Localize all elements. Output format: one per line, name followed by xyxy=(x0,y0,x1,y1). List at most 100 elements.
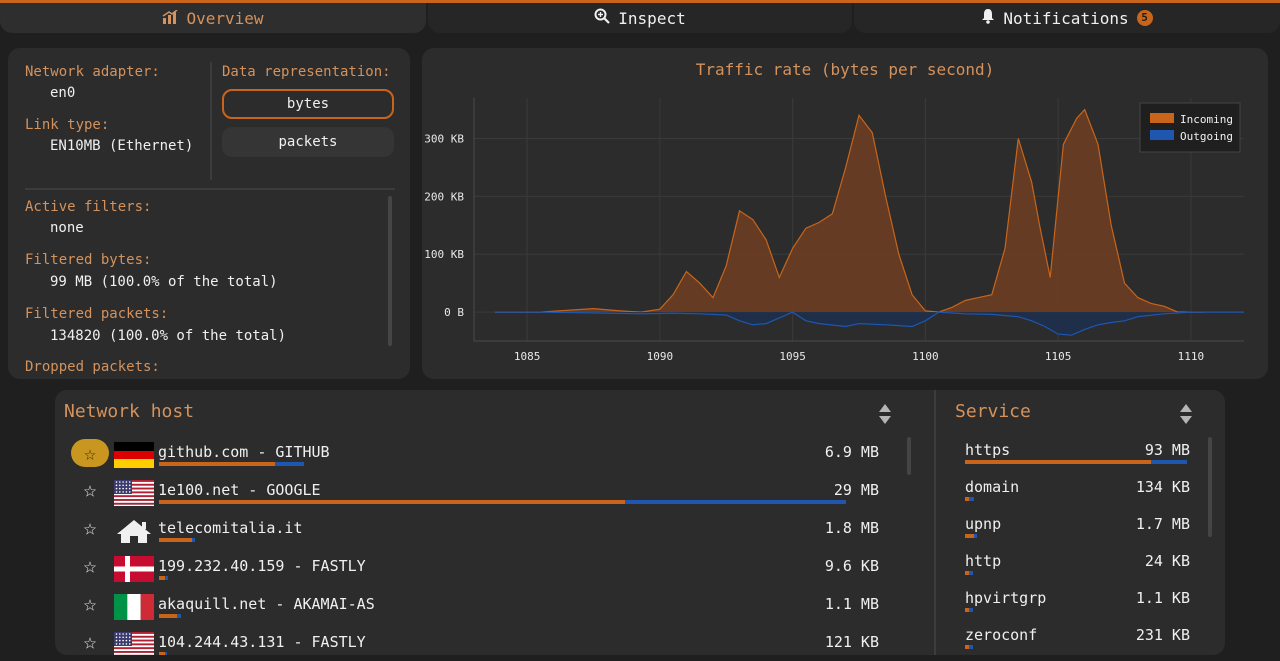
info-panel: Network adapter: en0 Link type: EN10MB (… xyxy=(8,48,410,379)
incoming-line xyxy=(495,108,1205,313)
host-name: 1e100.net - GOOGLE xyxy=(158,481,321,499)
x-tick-label: 1110 xyxy=(1178,350,1205,363)
filtered-bytes-label: Filtered bytes: xyxy=(25,252,152,268)
star-filled-icon[interactable]: ☆ xyxy=(71,439,109,467)
sort-services-icon[interactable] xyxy=(1179,403,1193,425)
service-row[interactable]: hpvirtgrp 1.1 KB xyxy=(955,587,1190,624)
host-row[interactable]: ☆ 104.244.43.131 - FASTLY 121 KB xyxy=(55,629,895,655)
host-row[interactable]: ☆ akaquill.net - AKAMAI-AS 1.1 MB xyxy=(55,591,895,629)
us-flag xyxy=(114,480,154,507)
filtered-packets-value: 134820 (100.0% of the total) xyxy=(50,328,287,344)
filtered-bytes-value: 99 MB (100.0% of the total) xyxy=(50,274,278,290)
star-icon[interactable]: ☆ xyxy=(83,592,97,617)
italy-flag xyxy=(114,594,154,620)
adapter-label: Network adapter: xyxy=(25,64,160,80)
x-tick-label: 1095 xyxy=(779,350,806,363)
info-scrollbar[interactable] xyxy=(388,196,392,346)
vertical-divider xyxy=(210,62,212,180)
service-list: https 93 MB domain 134 KB upnp 1.7 MB http 24 K… xyxy=(955,439,1190,655)
incoming-bar xyxy=(965,571,970,575)
host-list: ☆ github.com - GITHUB 6.9 MB ☆ 1e100.net - G… xyxy=(55,439,905,655)
outgoing-bar xyxy=(164,576,168,580)
outgoing-bar xyxy=(969,571,973,575)
service-row[interactable]: zeroconf 231 KB xyxy=(955,624,1190,655)
x-tick-label: 1085 xyxy=(514,350,541,363)
incoming-bar xyxy=(159,576,165,580)
tab-inspect-label: Inspect xyxy=(618,8,686,28)
incoming-bar xyxy=(965,497,970,501)
service-amount: 134 KB xyxy=(1135,478,1190,496)
legend-swatch xyxy=(1150,130,1174,140)
y-tick-label: 100 KB xyxy=(424,248,464,261)
host-name: 199.232.40.159 - FASTLY xyxy=(158,557,366,575)
packets-button[interactable]: packets xyxy=(222,127,394,157)
star-icon[interactable]: ☆ xyxy=(83,554,97,579)
host-traffic-bar xyxy=(159,500,846,504)
y-tick-label: 200 KB xyxy=(424,190,464,203)
star-icon[interactable]: ☆ xyxy=(83,630,97,655)
outgoing-bar xyxy=(191,538,196,542)
us-flag xyxy=(114,632,154,655)
service-title: Service xyxy=(955,401,1031,422)
chart-title: Traffic rate (bytes per second) xyxy=(695,60,995,79)
horizontal-divider xyxy=(25,188,395,190)
incoming-bar xyxy=(159,652,165,655)
tab-notifications-label: Notifications xyxy=(1003,8,1129,28)
host-traffic-bar xyxy=(159,652,167,655)
service-name: https xyxy=(965,441,1011,459)
tab-inspect[interactable]: Inspect xyxy=(428,3,852,33)
chart-icon xyxy=(162,8,178,28)
service-amount: 24 KB xyxy=(1144,552,1190,570)
service-traffic-bar xyxy=(965,460,1187,464)
host-amount: 6.9 MB xyxy=(824,443,879,461)
panel-divider xyxy=(934,390,936,655)
incoming-area xyxy=(495,109,1205,313)
host-row[interactable]: ☆ 199.232.40.159 - FASTLY 9.6 KB xyxy=(55,553,895,591)
legend-label: Incoming xyxy=(1180,113,1233,126)
service-amount: 231 KB xyxy=(1135,626,1190,644)
service-traffic-bar xyxy=(965,608,973,612)
service-name: http xyxy=(965,552,1002,570)
host-traffic-bar xyxy=(159,462,304,466)
incoming-bar xyxy=(159,500,626,504)
chart-legend: Incoming Outgoing xyxy=(1139,102,1241,153)
incoming-bar xyxy=(965,460,1152,464)
host-amount: 29 MB xyxy=(833,481,879,499)
active-filters-label: Active filters: xyxy=(25,199,152,215)
host-amount: 1.8 MB xyxy=(824,519,879,537)
legend-swatch xyxy=(1150,113,1174,123)
tab-notifications[interactable]: Notifications 5 xyxy=(854,3,1280,33)
network-host-panel: Network host ☆ github.com - GITHUB 6.9 MB ☆… xyxy=(55,390,1225,655)
incoming-bar xyxy=(159,538,192,542)
service-row[interactable]: upnp 1.7 MB xyxy=(955,513,1190,550)
service-row[interactable]: domain 134 KB xyxy=(955,476,1190,513)
host-amount: 9.6 KB xyxy=(824,557,879,575)
service-name: domain xyxy=(965,478,1020,496)
host-row[interactable]: ☆ telecomitalia.it 1.8 MB xyxy=(55,515,895,553)
service-amount: 1.1 KB xyxy=(1135,589,1190,607)
adapter-value: en0 xyxy=(50,85,76,101)
bytes-button[interactable]: bytes xyxy=(222,89,394,119)
star-icon[interactable]: ☆ xyxy=(83,478,97,503)
service-row[interactable]: https 93 MB xyxy=(955,439,1190,476)
tab-overview[interactable]: Overview xyxy=(0,3,426,33)
star-icon[interactable]: ☆ xyxy=(83,516,97,541)
host-row[interactable]: ☆ 1e100.net - GOOGLE 29 MB xyxy=(55,477,895,515)
incoming-bar xyxy=(965,645,970,649)
service-amount: 1.7 MB xyxy=(1135,515,1190,533)
traffic-chart: 300 KB 200 KB 100 KB 0 B 1085 1090 1095 1100 110… xyxy=(424,98,1244,363)
service-row[interactable]: http 24 KB xyxy=(955,550,1190,587)
host-scrollbar[interactable] xyxy=(907,437,911,475)
outgoing-bar xyxy=(177,614,181,618)
denmark-flag xyxy=(114,556,154,582)
outgoing-bar xyxy=(625,500,846,504)
service-amount: 93 MB xyxy=(1144,441,1190,459)
service-scrollbar[interactable] xyxy=(1208,437,1212,537)
host-row[interactable]: ☆ github.com - GITHUB 6.9 MB xyxy=(55,439,895,477)
sort-hosts-icon[interactable] xyxy=(878,403,892,425)
germany-flag xyxy=(114,442,154,468)
service-traffic-bar xyxy=(965,645,973,649)
accent-line xyxy=(0,0,1280,3)
x-tick-label: 1090 xyxy=(647,350,674,363)
incoming-bar xyxy=(965,534,974,538)
